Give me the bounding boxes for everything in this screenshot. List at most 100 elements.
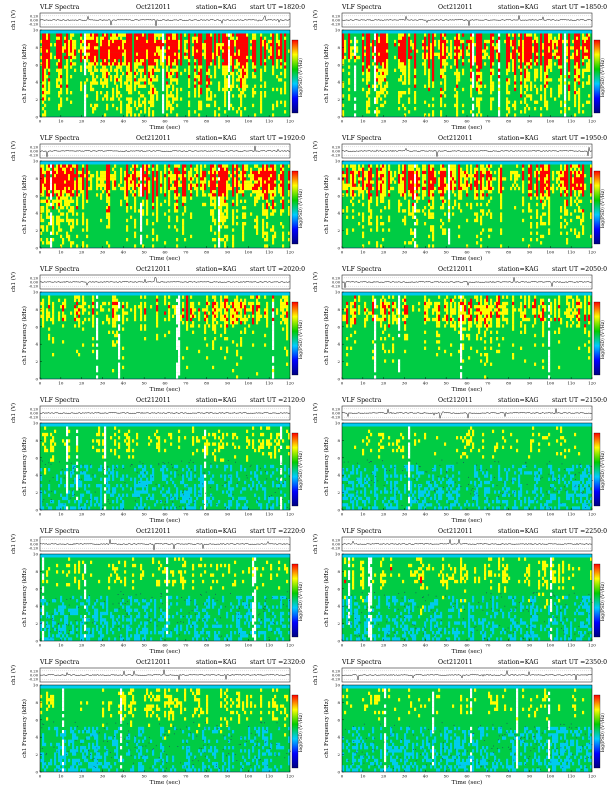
spectrogram-cell <box>424 183 427 187</box>
spectrogram-cell <box>540 46 543 50</box>
spectrogram-cell <box>76 180 79 184</box>
spectrogram-cell <box>266 180 269 184</box>
spectrogram-cell <box>444 78 447 82</box>
spectrogram-cell <box>240 199 243 203</box>
spectrogram-cell <box>526 68 529 72</box>
spectrogram-cell <box>526 94 529 98</box>
spectrogram-cell <box>222 167 225 172</box>
spectrogram-cell <box>138 84 141 88</box>
spectrogram-cell <box>176 94 179 98</box>
spectrogram-cell <box>368 97 371 101</box>
spectrogram-cell <box>574 68 577 72</box>
spectrogram-cell <box>146 39 149 44</box>
spectrogram-cell <box>156 218 159 223</box>
spectrogram-cell <box>540 97 543 101</box>
spectrogram-cell <box>342 193 345 197</box>
spectrogram-cell <box>282 196 285 200</box>
spectrogram-cell <box>136 36 139 41</box>
spectrogram-cell <box>240 78 243 82</box>
spectrogram-cell <box>68 170 71 175</box>
spectrogram-cell <box>152 244 155 248</box>
spectrogram-cell <box>144 164 147 168</box>
spectrogram-cell <box>400 68 403 72</box>
spectrogram-cell <box>470 52 473 56</box>
spectrogram-cell <box>162 75 165 79</box>
spectrogram-cell <box>264 196 267 200</box>
spectrogram-cell <box>440 110 443 114</box>
spectrogram-cell <box>588 49 591 53</box>
spectrogram-cell <box>262 234 265 239</box>
spectrogram-cell <box>198 62 201 66</box>
spectrogram-cell <box>58 43 61 47</box>
spectrogram-cell <box>132 170 135 175</box>
spectrogram-cell <box>244 87 247 92</box>
spectrogram-cell <box>364 52 367 56</box>
spectrogram-cell <box>422 193 425 197</box>
spectrogram-cell <box>564 103 567 108</box>
spectrogram-cell <box>110 43 113 47</box>
spectrogram-cell <box>58 39 61 44</box>
spectrogram-cell <box>222 62 225 66</box>
spectrogram-cell <box>48 46 51 50</box>
spectrogram-cell <box>48 190 51 194</box>
spectrogram-cell <box>498 97 501 101</box>
spectrogram-cell <box>540 94 543 98</box>
spectrogram-cell <box>150 33 153 37</box>
spectrogram-cell <box>542 46 545 50</box>
spectrogram-cell <box>270 46 273 50</box>
x-tick-label: 70 <box>183 119 189 124</box>
spectrogram-cell <box>266 212 269 216</box>
spectrogram-cell <box>184 43 187 47</box>
spectrogram-cell <box>232 33 235 37</box>
spectrogram-cell <box>70 193 73 197</box>
spectrogram-cell <box>368 241 371 245</box>
spectrogram-cell <box>232 68 235 72</box>
spectrogram-cell <box>382 196 385 200</box>
spectrogram-cell <box>120 75 123 79</box>
spectrogram-cell <box>478 84 481 88</box>
spectrogram-cell <box>138 183 141 187</box>
waveform-tick-label: 0.00 <box>332 19 341 23</box>
spectrogram-cell <box>224 177 227 181</box>
spectrogram-cell <box>68 190 71 194</box>
spectrogram-cell <box>480 52 483 56</box>
spectrogram-cell <box>574 36 577 41</box>
spectrogram-cell <box>490 62 493 66</box>
spectrogram-cell <box>170 106 173 111</box>
spectrogram-cell <box>176 46 179 50</box>
spectrogram-cell <box>128 186 131 191</box>
spectrogram-cell <box>48 62 51 66</box>
spectrogram-cell <box>242 43 245 47</box>
spectrogram-cell <box>54 170 57 175</box>
spectrogram-cell <box>434 177 437 181</box>
spectrogram-cell <box>174 49 177 53</box>
spectrogram-cell <box>232 78 235 82</box>
spectrogram-cell <box>358 212 361 216</box>
spectrogram-cell <box>414 231 417 235</box>
spectrogram-cell <box>280 52 283 56</box>
spectrogram-cell <box>46 91 49 95</box>
spectrogram-cell <box>90 39 93 44</box>
spectrogram-cell <box>266 46 269 50</box>
spectrogram-cell <box>504 39 507 44</box>
spectrogram-cell <box>224 183 227 187</box>
spectrogram-cell <box>222 39 225 44</box>
spectrogram-cell <box>566 52 569 56</box>
spectrogram-cell <box>430 193 433 197</box>
spectrogram-cell <box>242 33 245 37</box>
spectrogram-cell <box>226 174 229 178</box>
spectrogram-cell <box>74 186 77 191</box>
spectrogram-cell <box>430 225 433 229</box>
spectrogram-cell <box>160 177 163 181</box>
spectrogram-cell <box>220 218 223 223</box>
spectrogram-cell <box>266 193 269 197</box>
spectrogram-cell <box>226 55 229 60</box>
spectrogram-cell <box>490 87 493 92</box>
spectrogram-cell <box>142 33 145 37</box>
spectrogram-cell <box>288 170 291 175</box>
spectrogram-cell <box>554 55 557 60</box>
spectrogram-cell <box>470 91 473 95</box>
spectrogram-cell <box>58 91 61 95</box>
spectrogram-cell <box>126 68 129 72</box>
spectrogram-cell <box>342 186 345 191</box>
